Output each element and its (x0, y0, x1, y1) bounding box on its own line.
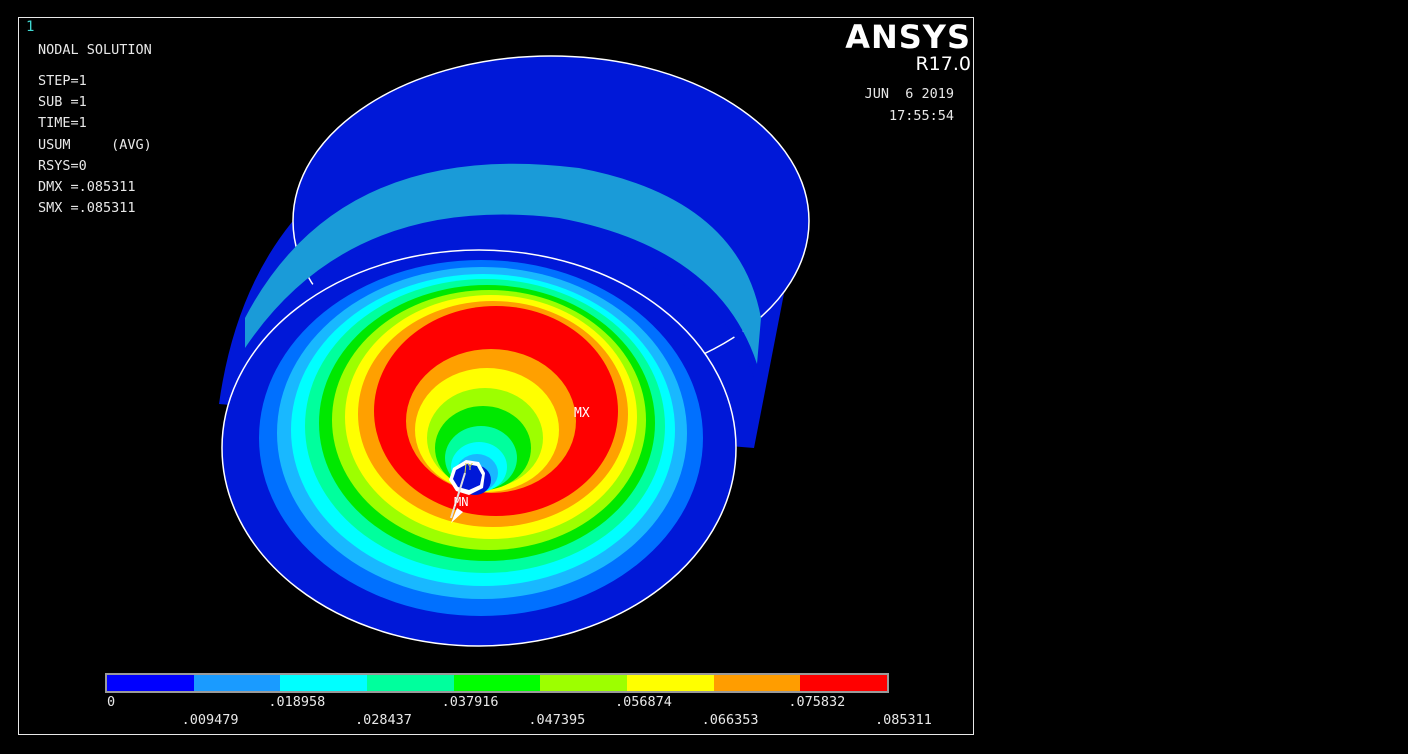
legend-swatch-7 (713, 675, 801, 691)
center-hole (449, 460, 485, 523)
triad-y-label: Y (467, 462, 473, 473)
legend-bottom-label: .009479 (181, 712, 239, 728)
info-usum: USUM (AVG) (38, 137, 152, 153)
legend-swatch-3 (367, 675, 454, 691)
date-label: JUN 6 2019 (864, 86, 954, 102)
info-sub: SUB =1 (38, 94, 87, 110)
min-marker: MN (454, 495, 468, 509)
legend-swatch-1 (193, 675, 281, 691)
info-dmx: DMX =.085311 (38, 179, 136, 195)
legend-top-label: .056874 (615, 694, 672, 710)
legend-top-label: .018958 (268, 694, 326, 710)
legend-swatch-6 (627, 675, 714, 691)
contour-legend-bar (105, 673, 889, 693)
release-label: R17.0 (915, 53, 971, 75)
graphics-viewport[interactable]: 1 (18, 17, 974, 735)
triad-arrow-icon (451, 508, 463, 523)
contour-plot-model[interactable]: Y MN MX (19, 18, 973, 734)
info-step: STEP=1 (38, 73, 87, 89)
legend-top-label: 0 (107, 694, 116, 710)
legend-swatch-2 (280, 675, 368, 691)
legend-top-label: .037916 (441, 694, 499, 710)
legend-swatch-5 (540, 675, 628, 691)
legend-swatch-4 (453, 675, 541, 691)
ansys-logo: ANSYS (845, 18, 971, 56)
legend-bottom-label: .085311 (875, 712, 932, 728)
info-rsys: RSYS=0 (38, 158, 87, 174)
front-face-contours (221, 249, 737, 647)
legend-top-label: .075832 (788, 694, 846, 710)
info-time: TIME=1 (38, 115, 87, 131)
triad-y-axis (464, 462, 467, 474)
legend-swatch-8 (800, 675, 888, 691)
legend-bottom-label: .047395 (528, 712, 586, 728)
triad-z-axis (450, 472, 466, 519)
info-title: NODAL SOLUTION (38, 42, 152, 58)
max-marker: MX (574, 406, 590, 421)
window-number: 1 (26, 19, 35, 35)
info-smx: SMX =.085311 (38, 200, 136, 216)
legend-bottom-label: .066353 (701, 712, 759, 728)
legend-swatch-0 (107, 675, 194, 691)
legend-bottom-label: .028437 (355, 712, 412, 728)
time-label: 17:55:54 (888, 108, 954, 124)
